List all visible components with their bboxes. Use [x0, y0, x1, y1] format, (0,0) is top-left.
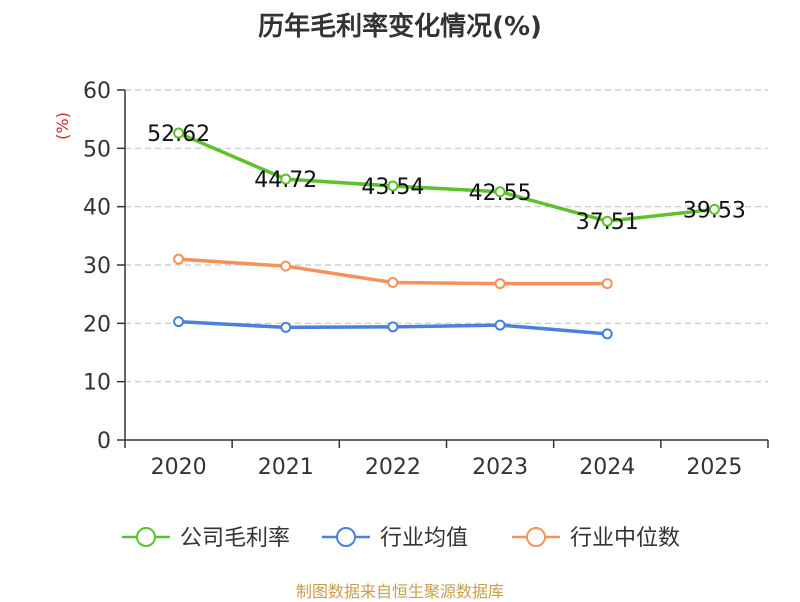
data-point [280, 321, 292, 333]
data-point [494, 278, 506, 290]
data-point [280, 260, 292, 272]
legend-label: 行业均值 [380, 526, 468, 551]
data-point [387, 180, 399, 192]
data-point [601, 278, 613, 290]
axis-layer: 0 10 20 30 40 50 60 2020 2021 2022 2023 2024 2025 [83, 79, 769, 480]
legend-item[interactable]: 公司毛利率 [122, 526, 290, 551]
data-point [387, 277, 399, 288]
legend-item[interactable]: 行业中位数 [512, 526, 680, 551]
data-label-layer: 52.62 44.72 43.54 42.55 37.51 39.53 [147, 122, 746, 235]
data-label: 42.55 [469, 181, 532, 206]
x-tick-label: 2021 [258, 455, 314, 480]
data-point [494, 319, 506, 331]
y-tick-label: 0 [97, 429, 111, 454]
source-note: 制图数据来自恒生聚源数据库 [295, 582, 504, 601]
series-layer [173, 127, 720, 340]
series-line-0 [177, 131, 715, 223]
x-tick-label: 2020 [151, 455, 207, 480]
legend-item[interactable]: 行业均值 [322, 526, 468, 551]
data-point [387, 321, 399, 333]
x-tick-label: 2024 [579, 455, 635, 480]
y-tick-label: 40 [83, 196, 111, 221]
data-label: 43.54 [361, 175, 424, 200]
data-label: 37.51 [576, 210, 639, 235]
legend-label: 行业中位数 [570, 526, 680, 551]
data-point [708, 203, 720, 215]
y-tick-label: 20 [83, 312, 111, 337]
data-point [280, 173, 292, 185]
legend-label: 公司毛利率 [180, 526, 290, 551]
chart-title: 历年毛利率变化情况(%) [258, 12, 542, 42]
data-point [173, 253, 185, 265]
x-tick-label: 2025 [686, 455, 742, 480]
legend-marker [336, 527, 356, 547]
data-label: 52.62 [147, 122, 210, 147]
data-point [173, 316, 185, 328]
x-tick-label: 2023 [472, 455, 528, 480]
y-tick-label: 10 [83, 371, 111, 396]
data-label: 39.53 [683, 198, 746, 223]
y-tick-label: 50 [83, 137, 111, 162]
y-tick-label: 30 [83, 254, 111, 279]
data-point [173, 127, 185, 139]
grid-layer [125, 89, 768, 383]
data-label: 44.72 [254, 168, 317, 193]
legend-marker [526, 527, 546, 547]
data-point [601, 215, 613, 227]
x-tick-label: 2022 [365, 455, 421, 480]
legend-marker [136, 527, 156, 547]
legend[interactable]: 公司毛利率 行业均值 行业中位数 [122, 526, 680, 551]
y-axis-unit-label: (%) [53, 112, 72, 140]
y-tick-label: 60 [83, 79, 111, 104]
data-point [494, 186, 506, 198]
data-point [601, 328, 613, 340]
